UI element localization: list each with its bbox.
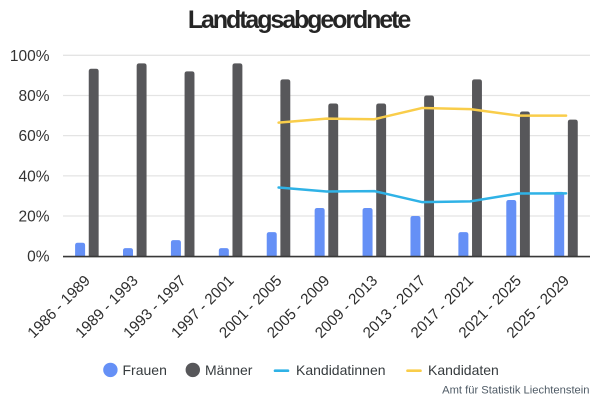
svg-text:Frauen: Frauen bbox=[123, 362, 167, 378]
svg-text:Männer: Männer bbox=[205, 362, 253, 378]
svg-text:Kandidatinnen: Kandidatinnen bbox=[296, 362, 386, 378]
svg-text:Amt für Statistik Liechtenstei: Amt für Statistik Liechtenstein bbox=[442, 385, 589, 397]
svg-text:100%: 100% bbox=[10, 48, 50, 65]
svg-text:40%: 40% bbox=[18, 168, 49, 185]
svg-text:80%: 80% bbox=[18, 88, 49, 105]
svg-text:Landtagsabgeordnete: Landtagsabgeordnete bbox=[188, 6, 411, 34]
svg-text:20%: 20% bbox=[18, 209, 49, 226]
svg-text:Kandidaten: Kandidaten bbox=[428, 362, 499, 378]
svg-text:0%: 0% bbox=[27, 249, 50, 266]
svg-text:60%: 60% bbox=[18, 128, 49, 145]
